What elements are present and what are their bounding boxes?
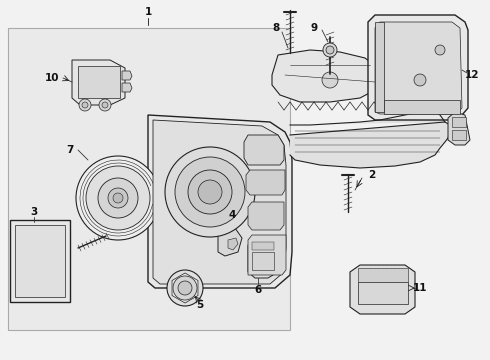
Polygon shape [272,50,380,102]
Bar [10,220,70,302]
Circle shape [173,276,197,300]
Polygon shape [72,60,125,105]
Text: 7: 7 [66,145,74,155]
Polygon shape [228,238,238,250]
Circle shape [79,99,91,111]
Bar [252,252,274,270]
Bar [452,117,466,127]
Circle shape [108,188,128,208]
Polygon shape [148,115,292,288]
Text: 9: 9 [311,23,318,33]
Text: 11: 11 [413,283,427,293]
Text: 8: 8 [272,23,280,33]
Bar [358,268,408,282]
Polygon shape [244,135,284,165]
Text: 10: 10 [45,73,59,83]
Bar [8,28,290,330]
Circle shape [167,270,203,306]
Circle shape [188,170,232,214]
Text: 6: 6 [254,285,262,295]
Circle shape [326,46,334,54]
Bar [358,282,408,304]
Polygon shape [122,71,132,80]
Bar [384,100,460,114]
Polygon shape [448,112,470,145]
Circle shape [82,102,88,108]
Text: 4: 4 [228,210,236,220]
Polygon shape [248,240,278,278]
Polygon shape [122,83,132,92]
Circle shape [102,102,108,108]
Text: 2: 2 [368,170,376,180]
Circle shape [76,156,160,240]
Polygon shape [218,228,242,256]
Text: 1: 1 [145,7,151,17]
Bar [252,242,274,250]
Polygon shape [375,22,462,114]
Circle shape [99,99,111,111]
Bar [78,66,120,98]
Circle shape [414,74,426,86]
Bar [452,130,466,140]
Circle shape [86,166,150,230]
Polygon shape [248,235,286,275]
Circle shape [175,157,245,227]
Text: 5: 5 [196,300,204,310]
Polygon shape [350,265,415,314]
Circle shape [98,178,138,218]
Circle shape [113,193,123,203]
Circle shape [178,281,192,295]
Text: 12: 12 [465,70,479,80]
Circle shape [323,43,337,57]
Polygon shape [290,112,450,168]
Circle shape [198,180,222,204]
Text: 3: 3 [30,207,38,217]
Polygon shape [375,22,384,112]
Bar [15,225,65,297]
Circle shape [322,72,338,88]
Circle shape [165,147,255,237]
Circle shape [435,45,445,55]
Polygon shape [248,202,284,230]
Polygon shape [368,15,468,120]
Polygon shape [246,170,285,195]
Polygon shape [153,120,286,284]
